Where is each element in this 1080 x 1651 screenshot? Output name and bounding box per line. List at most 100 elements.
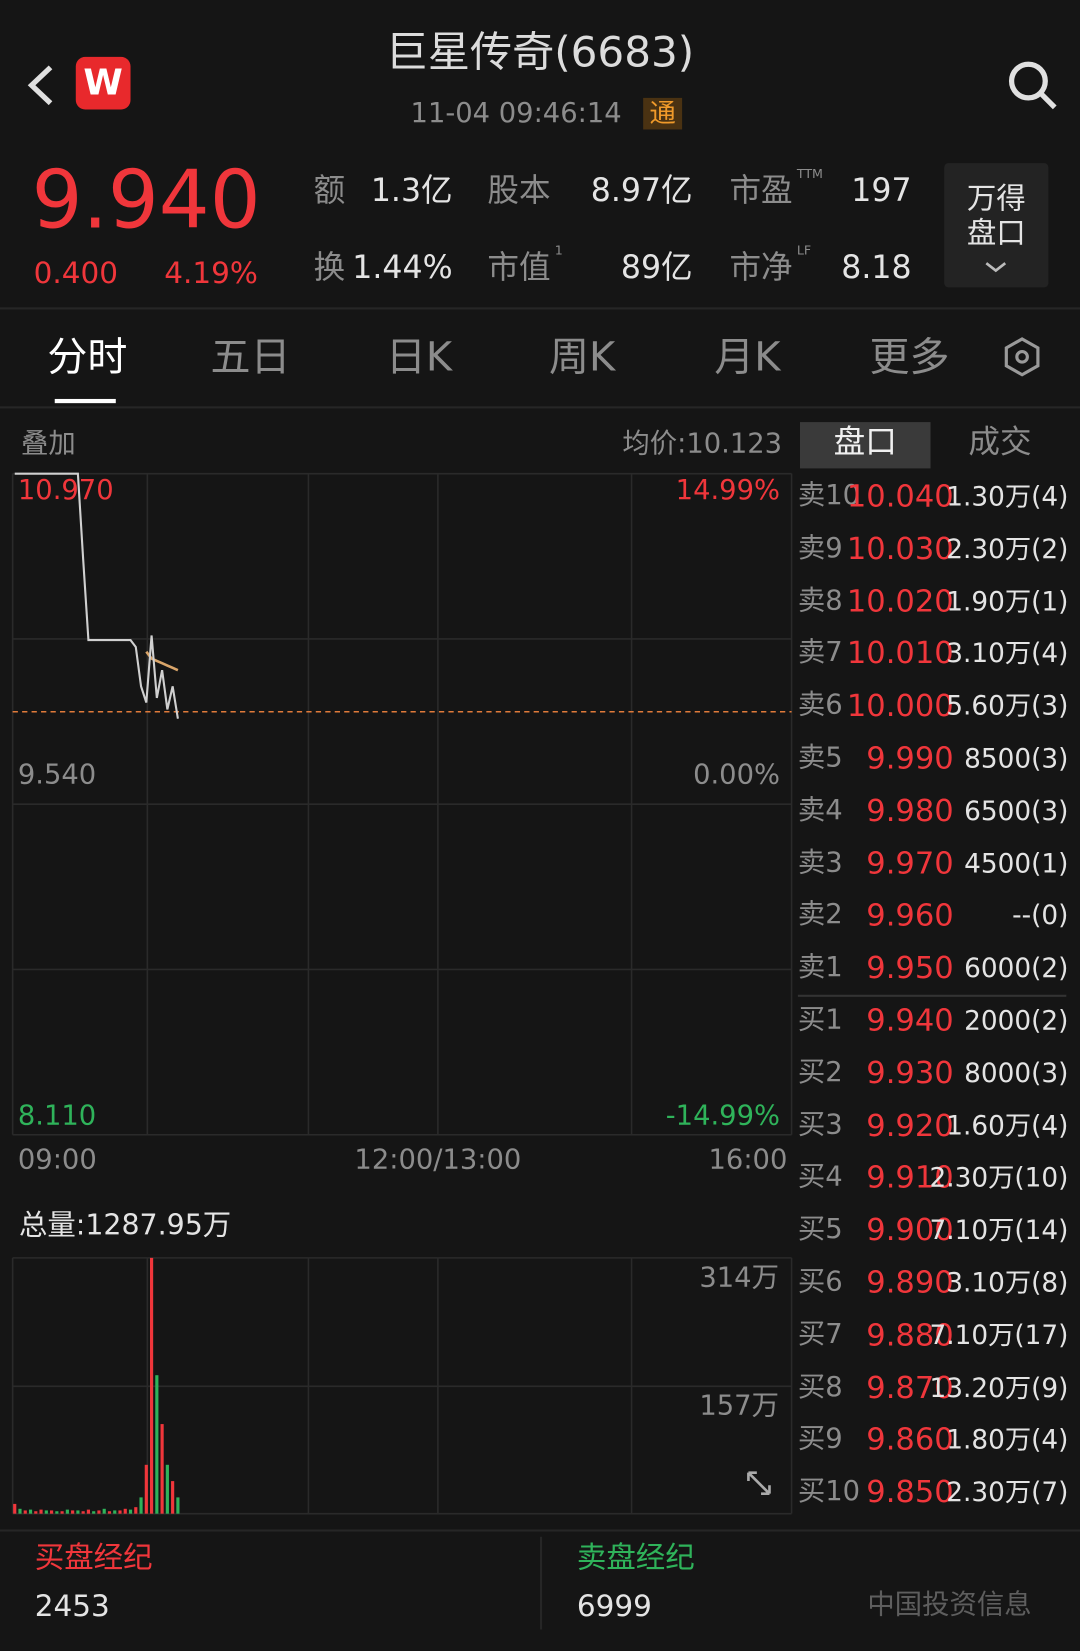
panel-tab[interactable]: 盘口 xyxy=(833,424,897,462)
order-level: 买1 xyxy=(797,1004,843,1036)
order-level: 卖8 xyxy=(797,584,843,617)
volume-bar xyxy=(65,1509,69,1514)
datetime: 11-04 09:46:14 xyxy=(410,97,622,130)
stat-sup: 1 xyxy=(554,243,563,258)
order-price: 9.990 xyxy=(866,740,954,776)
button-text: 盘口 xyxy=(966,215,1026,251)
order-price: 9.850 xyxy=(866,1473,954,1510)
order-price: 10.040 xyxy=(846,477,954,514)
order-qty: 4500(1) xyxy=(964,847,1069,879)
y-tick-label: 9.540 xyxy=(18,759,96,790)
order-level: 卖1 xyxy=(797,951,843,984)
tab[interactable]: 日K xyxy=(385,333,453,381)
volume-bar xyxy=(39,1509,43,1514)
order-qty: 1.80万(4) xyxy=(946,1424,1069,1456)
stat-label: 换 xyxy=(313,249,346,287)
volume-tick-label: 157万 xyxy=(699,1390,779,1421)
volume-bar xyxy=(102,1508,106,1514)
stat-value: 89亿 xyxy=(620,249,693,287)
volume-bar xyxy=(107,1511,112,1514)
order-level: 卖9 xyxy=(797,532,843,564)
order-qty: 2.30万(10) xyxy=(929,1162,1069,1194)
volume-bar xyxy=(150,1257,154,1514)
sell-broker-label[interactable]: 卖盘经纪 xyxy=(576,1540,695,1575)
order-qty: 8500(3) xyxy=(964,743,1069,774)
pct-label: 14.99% xyxy=(676,475,780,506)
order-level: 买6 xyxy=(797,1266,843,1298)
order-price: 10.000 xyxy=(846,687,954,724)
stat-value: 8.97亿 xyxy=(590,172,693,210)
tab-underline xyxy=(54,398,116,404)
volume-bar xyxy=(44,1510,48,1514)
stat-label: 市盈 xyxy=(729,172,793,210)
buy-broker-value: 2453 xyxy=(34,1588,110,1624)
wind-button[interactable]: 万得 盘口 xyxy=(944,163,1049,288)
search-button[interactable] xyxy=(1005,58,1060,113)
order-qty: --(0) xyxy=(1012,900,1069,931)
overlay-button[interactable]: 叠加 xyxy=(21,428,76,461)
volume-bar xyxy=(134,1507,138,1514)
order-level: 买5 xyxy=(797,1213,843,1246)
y-tick-label: 8.110 xyxy=(18,1100,96,1131)
order-qty: 3.10万(4) xyxy=(946,638,1069,669)
volume-bar xyxy=(92,1511,96,1514)
volume-bar xyxy=(144,1464,148,1514)
stat-sup: TTM xyxy=(796,166,823,182)
buy-broker-label[interactable]: 买盘经纪 xyxy=(34,1540,153,1575)
volume-bar xyxy=(155,1375,159,1514)
avg-price: 均价:10.123 xyxy=(622,428,783,461)
volume-bar xyxy=(13,1503,17,1514)
divider xyxy=(0,307,1080,310)
expand-button[interactable] xyxy=(747,1471,771,1496)
order-level: 买7 xyxy=(797,1318,843,1351)
settings-button[interactable] xyxy=(1000,335,1044,379)
order-qty: 1.30万(4) xyxy=(946,481,1069,512)
order-level: 卖3 xyxy=(797,846,843,879)
order-qty: 2.30万(7) xyxy=(946,1477,1069,1508)
tab[interactable]: 周K xyxy=(548,333,616,381)
source: 中国投资信息 xyxy=(867,1589,1032,1622)
last-price: 9.940 xyxy=(31,152,261,247)
order-price: 9.970 xyxy=(866,844,954,881)
order-qty: 3.10万(8) xyxy=(946,1267,1069,1298)
order-level: 买10 xyxy=(797,1475,861,1508)
volume-bar xyxy=(160,1424,164,1514)
order-price: 9.980 xyxy=(866,792,954,829)
panel-tab-active[interactable] xyxy=(800,422,931,469)
volume-bar xyxy=(23,1510,27,1514)
order-level: 卖7 xyxy=(797,637,843,669)
divider xyxy=(0,1529,1080,1532)
tab[interactable]: 更多 xyxy=(869,333,950,381)
order-qty: 7.10万(14) xyxy=(929,1214,1069,1246)
volume-bar xyxy=(176,1497,180,1514)
x-tick-label: 16:00 xyxy=(709,1145,788,1176)
tab[interactable]: 分时 xyxy=(47,333,128,381)
tab[interactable]: 月K xyxy=(714,333,781,381)
x-tick-label: 12:00/13:00 xyxy=(354,1145,521,1176)
order-qty: 5.60万(3) xyxy=(946,690,1069,722)
order-price: 10.020 xyxy=(846,582,954,619)
volume-bar xyxy=(76,1510,80,1514)
order-level: 卖2 xyxy=(797,899,843,931)
order-price: 9.930 xyxy=(866,1054,954,1091)
back-button[interactable] xyxy=(23,61,59,109)
volume-bar xyxy=(128,1509,133,1514)
volume-bar xyxy=(50,1510,54,1514)
volume-bar xyxy=(34,1511,38,1514)
order-price: 10.010 xyxy=(846,635,954,671)
tab[interactable]: 五日 xyxy=(210,333,291,381)
panel-tab[interactable]: 成交 xyxy=(968,424,1032,462)
volume-bar xyxy=(28,1509,33,1514)
expand-icon xyxy=(747,1471,771,1496)
order-qty: 2.30万(2) xyxy=(946,533,1069,564)
chevron xyxy=(985,262,1007,273)
order-qty: 13.20万(9) xyxy=(929,1372,1069,1403)
price-line xyxy=(14,472,179,719)
order-qty: 1.60万(4) xyxy=(946,1110,1069,1141)
volume-bar xyxy=(113,1510,117,1514)
volume-bar xyxy=(171,1481,175,1514)
order-price: 9.920 xyxy=(866,1106,954,1143)
order-price: 9.880 xyxy=(866,1316,954,1353)
order-level: 卖5 xyxy=(797,742,843,774)
price-change: 0.400 xyxy=(33,255,119,291)
